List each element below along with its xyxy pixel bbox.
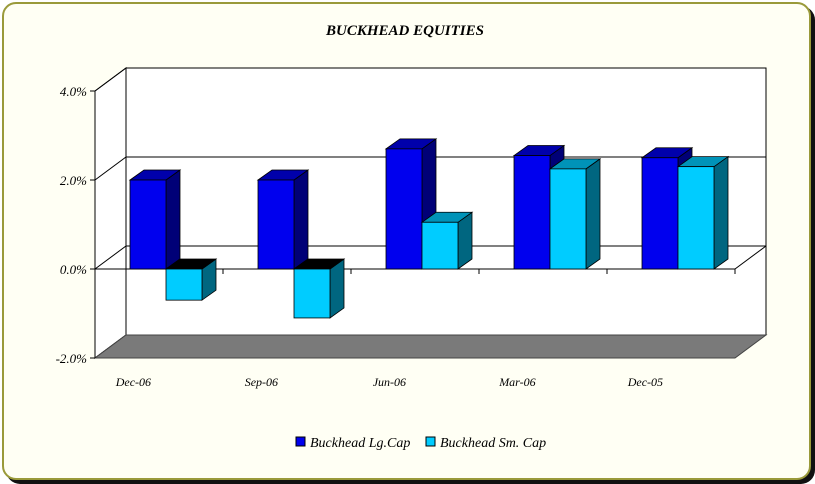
- legend-label: Buckhead Sm. Cap: [440, 436, 546, 451]
- bar: [292, 258, 346, 319]
- x-tick-label: Dec-05: [627, 375, 663, 389]
- legend-label: Buckhead Lg.Cap: [310, 436, 410, 451]
- bar: [420, 211, 474, 270]
- legend-swatch: [425, 436, 436, 447]
- x-tick-label: Sep-06: [245, 375, 278, 389]
- y-axis: 4.0% 2.0% 0.0% -2.0%: [56, 84, 96, 366]
- floor-plane: [93, 334, 768, 359]
- x-tick-label: Jun-06: [373, 375, 406, 389]
- bar: [384, 138, 438, 270]
- zero-baseline-depth: [734, 245, 767, 270]
- bar-series: [128, 138, 730, 319]
- bar: [164, 258, 218, 301]
- y-tick-label: 2.0%: [60, 173, 87, 188]
- chart-floor: [93, 334, 768, 359]
- chart-title: BUCKHEAD EQUITIES: [325, 23, 484, 39]
- bar: [128, 169, 182, 270]
- x-axis: Dec-06 Sep-06 Jun-06 Mar-06 Dec-05: [94, 245, 767, 389]
- x-tick-label: Dec-06: [115, 375, 151, 389]
- y-tick-label: 4.0%: [60, 84, 87, 99]
- y-tick-label: 0.0%: [60, 262, 87, 277]
- bar: [548, 158, 602, 270]
- legend-swatch: [295, 436, 306, 447]
- bar: [676, 155, 730, 270]
- legend: Buckhead Lg.Cap Buckhead Sm. Cap: [295, 436, 546, 451]
- side-wall: [94, 67, 127, 359]
- y-tick-label: -2.0%: [56, 351, 88, 366]
- gridline: [94, 67, 766, 92]
- bar: [256, 169, 310, 270]
- x-tick-label: Mar-06: [498, 375, 535, 389]
